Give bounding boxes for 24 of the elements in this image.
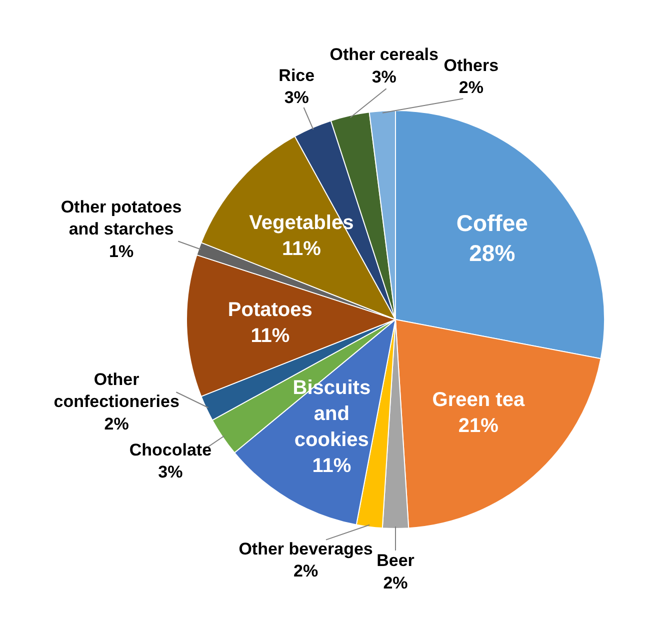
slice-label: Other cereals xyxy=(330,45,438,64)
data-label: 11% xyxy=(312,454,352,477)
slice-label: Beer xyxy=(376,551,415,570)
slice-label: Green tea xyxy=(432,389,526,412)
data-label: 2% xyxy=(383,573,408,592)
slice-label: Other beverages xyxy=(238,540,373,559)
data-label: 3% xyxy=(372,67,396,86)
slice-label: Coffee xyxy=(456,210,528,236)
data-label: 1% xyxy=(108,242,134,261)
data-label: 21% xyxy=(458,415,499,438)
data-label: 2% xyxy=(104,414,129,434)
slice-label: Others xyxy=(444,56,499,76)
data-label: 11% xyxy=(250,324,290,347)
slice-label: Other potatoes and starches xyxy=(60,198,182,239)
data-label: 2% xyxy=(458,78,484,98)
data-label: 11% xyxy=(282,238,322,260)
slice-label: Other confectioneries xyxy=(54,370,180,412)
data-label: 28% xyxy=(469,240,516,266)
slice-label: Chocolate xyxy=(129,440,212,460)
data-label: 3% xyxy=(158,462,183,482)
data-label: 3% xyxy=(284,88,309,107)
data-label: 2% xyxy=(294,562,318,581)
slice-label: Rice xyxy=(278,66,315,85)
slice-label: Potatoes xyxy=(228,298,312,321)
